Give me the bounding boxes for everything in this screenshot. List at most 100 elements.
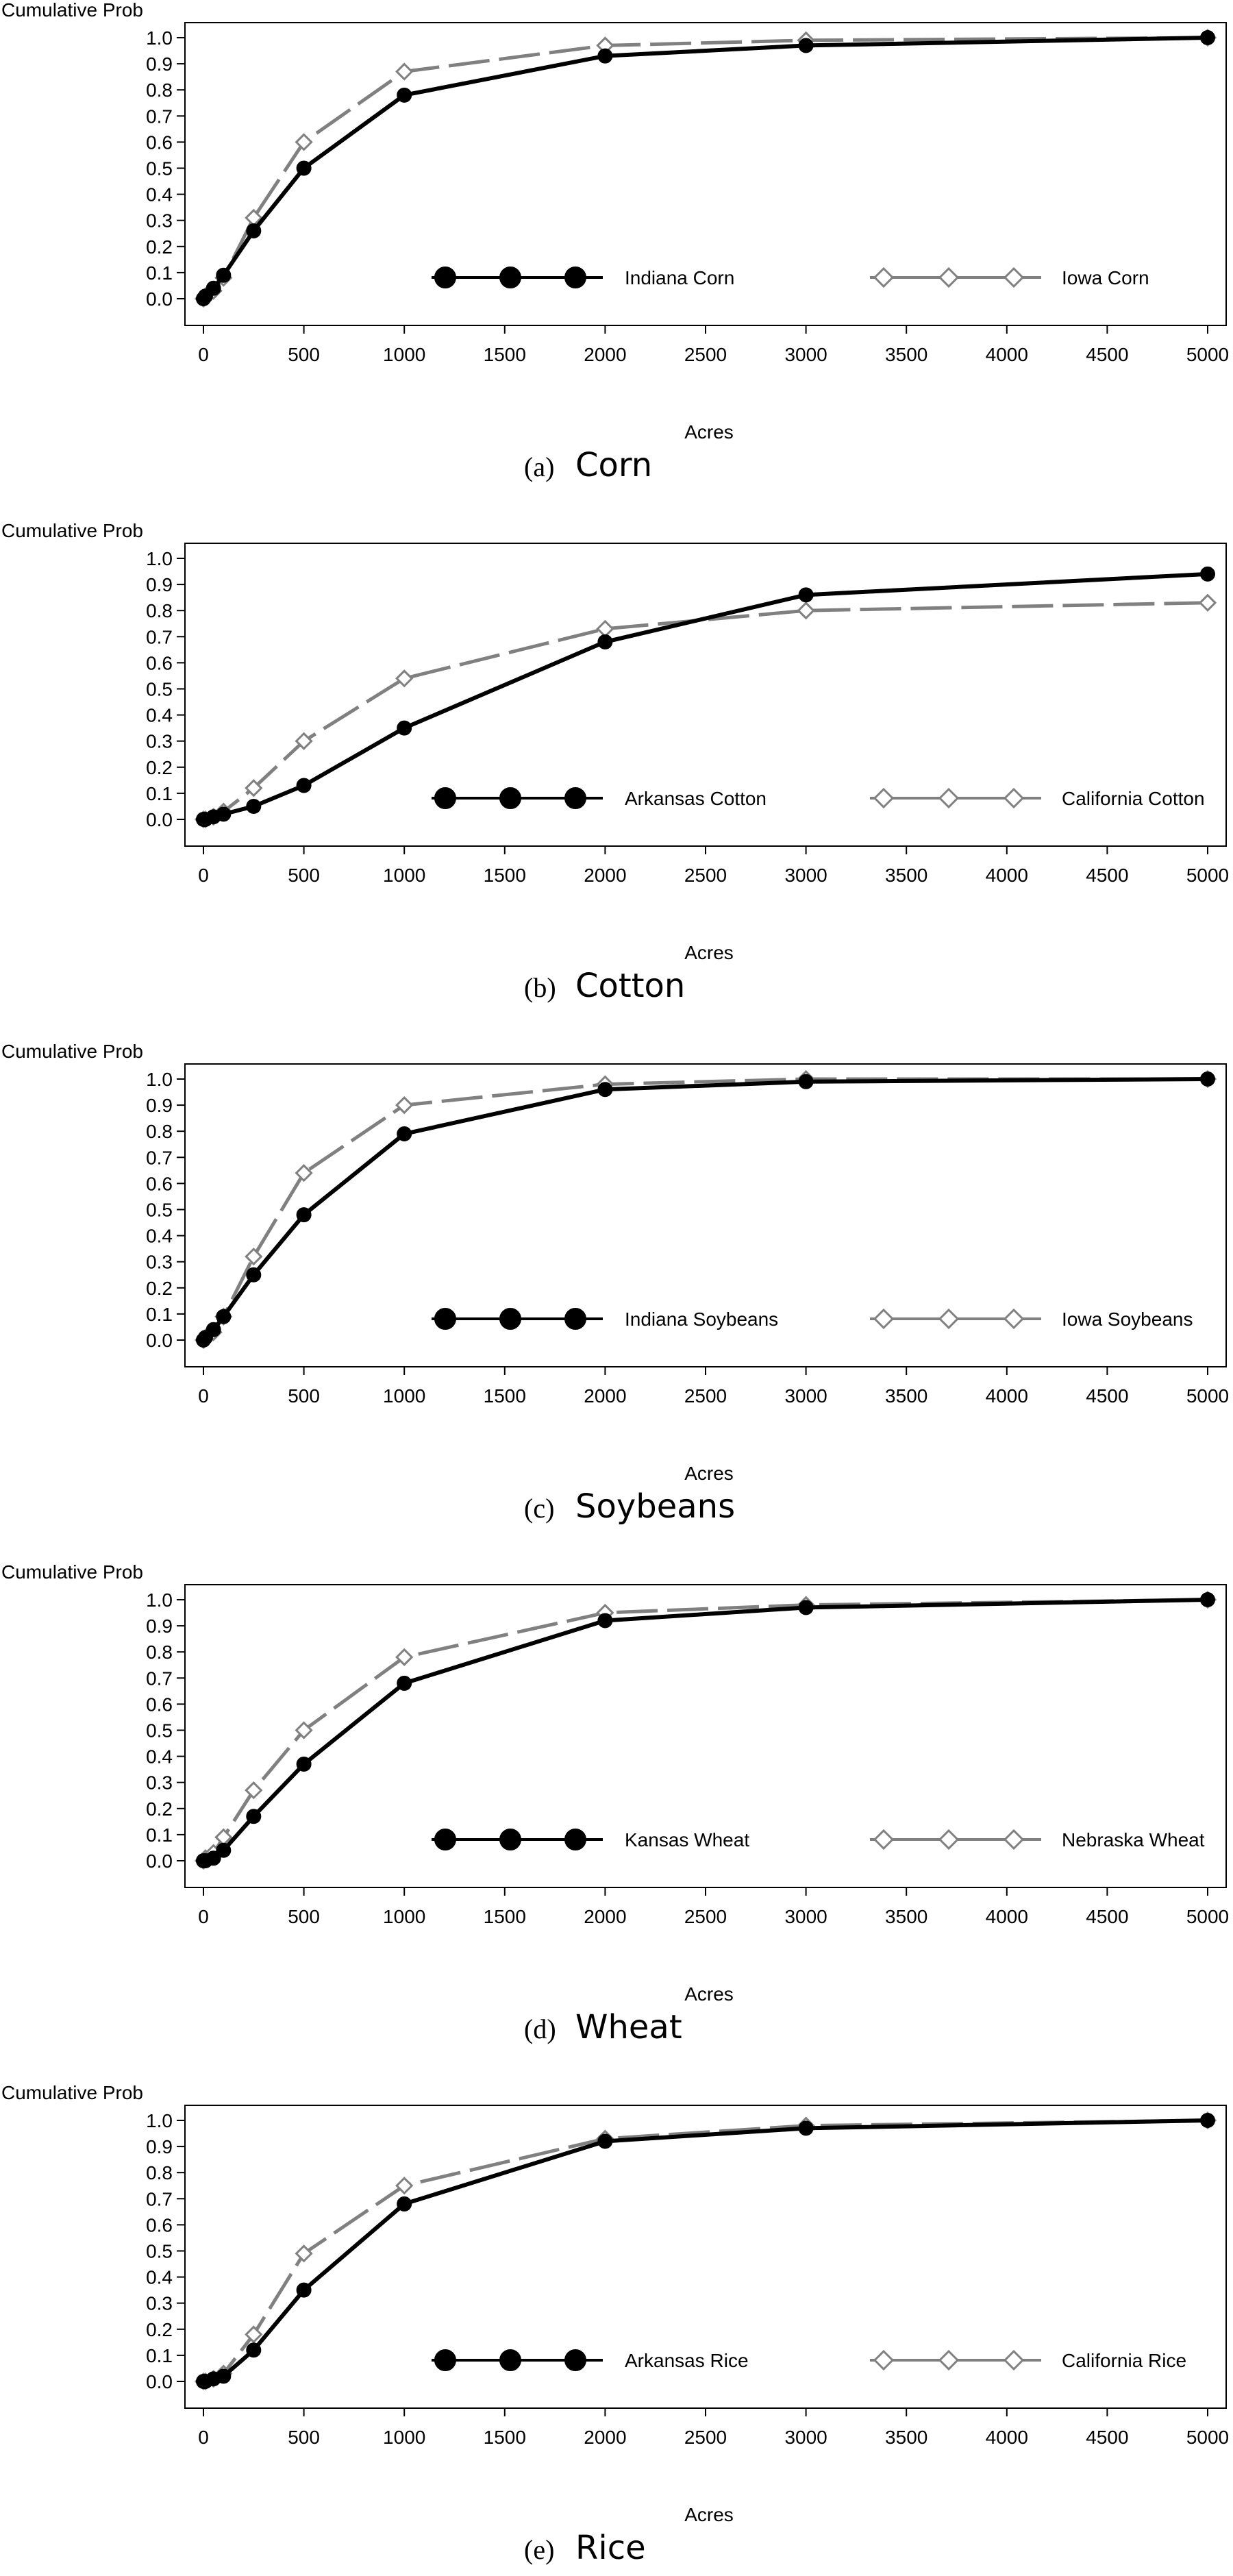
data-point — [295, 133, 313, 151]
data-point — [245, 2325, 263, 2344]
x-tick-label: 1000 — [383, 865, 425, 886]
y-tick-label: 0.8 — [146, 79, 173, 101]
x-tick-label: 500 — [288, 865, 320, 886]
y-tick-label: 1.0 — [146, 1069, 173, 1090]
x-tick-label: 4500 — [1086, 1906, 1128, 1927]
x-axis-label: Acres — [684, 1463, 734, 1484]
legend-marker — [873, 2349, 895, 2371]
x-tick-label: 4000 — [986, 1385, 1028, 1407]
data-point — [1200, 2113, 1215, 2128]
x-tick-label: 0 — [198, 1385, 209, 1407]
data-point — [295, 1164, 313, 1182]
x-tick-label: 1500 — [484, 2427, 526, 2448]
data-point — [395, 2177, 414, 2195]
data-point — [397, 2196, 412, 2212]
legend-marker — [434, 787, 456, 809]
y-tick-label: 0.0 — [146, 2371, 173, 2392]
x-tick-label: 2000 — [584, 1906, 626, 1927]
y-tick-label: 0.9 — [146, 1615, 173, 1637]
x-tick-label: 2000 — [584, 865, 626, 886]
legend-entry-1: California Rice — [1062, 2350, 1186, 2371]
y-tick-label: 0.1 — [146, 1824, 173, 1846]
data-point — [246, 223, 262, 238]
data-point — [216, 267, 232, 283]
y-tick-label: 1.0 — [146, 27, 173, 49]
legend-marker — [938, 1308, 960, 1330]
y-tick-label: 0.0 — [146, 809, 173, 830]
legend-marker — [499, 787, 521, 809]
x-tick-label: 3500 — [885, 1906, 927, 1927]
x-axis-label: Acres — [684, 2504, 734, 2525]
legend-entry-0: Arkansas Cotton — [625, 788, 767, 809]
caption-name: Wheat — [575, 2008, 682, 2046]
y-tick-label: 0.2 — [146, 1798, 173, 1820]
x-tick-label: 1500 — [484, 344, 526, 365]
y-tick-label: 0.6 — [146, 132, 173, 153]
legend-marker — [873, 267, 895, 288]
y-tick-label: 0.3 — [146, 2293, 173, 2314]
caption-label: (d) — [524, 2014, 556, 2044]
caption-label: (b) — [524, 972, 556, 1003]
x-tick-label: 1000 — [383, 1906, 425, 1927]
legend-marker — [873, 1829, 895, 1850]
y-tick-label: 0.6 — [146, 652, 173, 673]
x-tick-label: 2000 — [584, 2427, 626, 2448]
y-tick-label: 0.3 — [146, 1772, 173, 1794]
data-point — [216, 1842, 232, 1858]
legend-marker — [434, 267, 456, 288]
series-line-0 — [203, 2118, 1208, 2383]
legend-marker — [564, 267, 586, 288]
legend-marker — [499, 1829, 521, 1850]
caption-name: Rice — [575, 2529, 646, 2567]
x-tick-label: 5000 — [1186, 2427, 1229, 2448]
legend-entry-1: Iowa Soybeans — [1062, 1309, 1193, 1330]
y-tick-label: 0.4 — [146, 184, 173, 206]
x-tick-label: 4000 — [986, 344, 1028, 365]
legend-entry-1: Nebraska Wheat — [1062, 1829, 1205, 1850]
legend-marker — [938, 267, 960, 288]
y-tick-label: 0.3 — [146, 210, 173, 232]
x-tick-label: 500 — [288, 1906, 320, 1927]
data-point — [246, 1267, 262, 1283]
x-tick-label: 4500 — [1086, 2427, 1128, 2448]
data-point — [798, 1074, 814, 1089]
y-axis-label: Cumulative Prob — [1, 1561, 143, 1583]
chart-panel-soybeans: Cumulative Prob 0.0 0.1 0.2 0.3 0.4 0.5 0.6 0.7 0… — [1, 1041, 1229, 1526]
legend-marker — [564, 1829, 586, 1850]
data-point — [1200, 566, 1215, 582]
y-tick-label: 0.8 — [146, 600, 173, 621]
data-point — [597, 48, 613, 64]
x-tick-label: 2000 — [584, 344, 626, 365]
data-point — [395, 669, 414, 688]
series-line-0 — [203, 1598, 1208, 1863]
data-point — [798, 2120, 814, 2136]
x-tick-label: 1500 — [484, 1385, 526, 1407]
caption-label: (e) — [524, 2534, 554, 2565]
data-point — [295, 1721, 313, 1739]
series-line-1 — [203, 601, 1208, 821]
legend-entry-1: California Cotton — [1062, 788, 1205, 809]
x-tick-label: 1000 — [383, 2427, 425, 2448]
x-tick-label: 500 — [288, 1385, 320, 1407]
data-point — [597, 634, 613, 649]
data-point — [597, 1613, 613, 1628]
y-tick-label: 1.0 — [146, 2110, 173, 2131]
data-point — [1200, 1592, 1215, 1607]
data-point — [597, 2133, 613, 2149]
legend-marker — [434, 1308, 456, 1330]
y-tick-label: 0.7 — [146, 106, 173, 127]
x-axis-label: Acres — [684, 421, 734, 443]
data-point — [245, 1781, 263, 1800]
data-point — [397, 1675, 412, 1691]
x-tick-label: 500 — [288, 2427, 320, 2448]
y-tick-label: 0.3 — [146, 1252, 173, 1273]
y-tick-label: 0.7 — [146, 2188, 173, 2209]
x-tick-label: 5000 — [1186, 865, 1229, 886]
data-point — [296, 1757, 312, 1772]
x-tick-label: 4000 — [986, 2427, 1028, 2448]
x-tick-label: 4000 — [986, 865, 1028, 886]
legend-marker — [938, 787, 960, 809]
series-line-1 — [203, 2118, 1208, 2383]
y-tick-label: 0.4 — [146, 1746, 173, 1768]
y-tick-label: 0.5 — [146, 2241, 173, 2262]
